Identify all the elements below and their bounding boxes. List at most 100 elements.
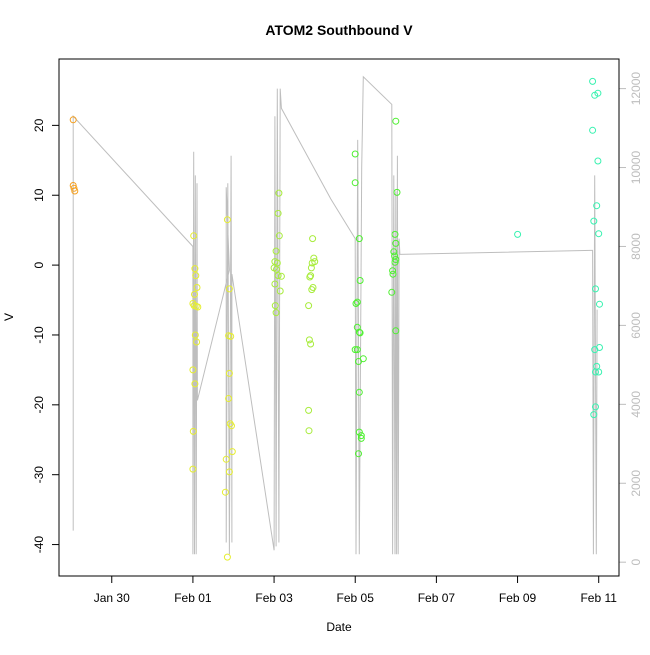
data-point <box>225 468 233 476</box>
data-point <box>307 340 315 348</box>
data-point <box>276 287 284 295</box>
data-point <box>355 450 362 458</box>
data-point <box>271 302 279 310</box>
data-point <box>193 284 201 291</box>
data-point <box>356 277 364 284</box>
data-point <box>351 150 359 158</box>
data-point <box>223 553 231 561</box>
data-point <box>191 290 198 298</box>
data-point <box>225 369 233 377</box>
data-point <box>391 258 399 266</box>
data-point <box>189 366 197 374</box>
data-point <box>392 327 400 335</box>
y2-tick-label: 8000 <box>629 233 643 260</box>
data-point <box>275 232 283 240</box>
data-point <box>271 280 279 288</box>
data-point <box>227 332 235 340</box>
data-point <box>194 303 202 311</box>
data-point <box>356 329 364 337</box>
data-point <box>593 202 601 210</box>
data-point <box>592 285 599 293</box>
data-point <box>355 428 363 436</box>
y2-tick-label: 2000 <box>629 470 643 497</box>
plot-frame <box>58 58 620 577</box>
secondary-series-line <box>72 75 598 555</box>
data-point <box>351 179 359 187</box>
data-point <box>392 256 400 263</box>
data-point <box>355 388 363 396</box>
data-point <box>191 265 199 273</box>
data-point <box>228 422 235 430</box>
data-point <box>388 288 396 296</box>
data-point <box>351 346 359 354</box>
data-point <box>357 432 365 440</box>
data-point <box>310 254 318 262</box>
data-point <box>311 258 319 266</box>
data-point <box>357 434 365 442</box>
data-point <box>223 216 231 224</box>
data-point <box>595 368 603 376</box>
y2-tick-label: 0 <box>629 559 643 566</box>
data-point <box>272 247 280 255</box>
data-point <box>275 189 283 197</box>
x-tick-label: Feb 05 <box>337 591 375 605</box>
data-point <box>277 272 285 280</box>
data-point <box>594 89 602 97</box>
y2-tick-label: 12000 <box>629 72 643 106</box>
x-tick-label: Feb 01 <box>174 591 212 605</box>
y-tick-label: 10 <box>32 188 46 202</box>
data-point <box>274 272 282 280</box>
y2-tick-label: 4000 <box>629 391 643 418</box>
data-point <box>592 368 599 376</box>
data-point <box>71 187 79 195</box>
data-point <box>596 300 603 308</box>
data-point <box>390 248 398 256</box>
data-point <box>274 209 282 217</box>
data-point <box>69 116 77 124</box>
y-tick-label: 20 <box>32 118 46 132</box>
data-point <box>305 406 313 414</box>
data-point <box>391 230 399 238</box>
data-point <box>307 264 315 272</box>
y-axis-label: V <box>2 313 16 321</box>
data-point <box>359 355 367 363</box>
data-point <box>355 328 363 336</box>
data-point <box>596 344 603 351</box>
data-point <box>389 270 397 278</box>
y-tick-label: -40 <box>32 536 46 554</box>
data-point <box>589 77 597 85</box>
data-point <box>192 272 200 280</box>
secondary-line-layer <box>72 75 598 555</box>
data-point <box>393 188 401 196</box>
data-point <box>590 411 598 419</box>
data-points-layer <box>69 77 603 561</box>
x-tick-label: Feb 09 <box>499 591 537 605</box>
axes-layer: Jan 30 Feb 01 Feb 03 Feb 05 Feb 07 Feb 09 Feb … <box>32 72 643 605</box>
data-point <box>592 403 599 411</box>
data-point <box>273 265 280 273</box>
data-point <box>228 448 236 456</box>
x-tick-label: Jan 30 <box>94 591 130 605</box>
data-point <box>190 232 198 240</box>
y-tick-label: -30 <box>32 466 46 484</box>
y-tick-label: -10 <box>32 326 46 344</box>
data-point <box>352 300 360 307</box>
data-point <box>589 126 597 134</box>
chart-title: ATOM2 Southbound V <box>265 22 413 38</box>
data-point <box>392 239 400 247</box>
data-point <box>222 455 230 463</box>
data-point <box>193 338 201 346</box>
data-point <box>309 235 317 243</box>
y2-tick-label: 10000 <box>629 150 643 184</box>
data-point <box>191 331 199 339</box>
data-point <box>355 235 363 243</box>
x-tick-label: Feb 07 <box>418 591 456 605</box>
data-point <box>392 117 400 125</box>
data-point <box>353 346 361 354</box>
data-point <box>305 302 313 310</box>
data-point <box>189 427 197 435</box>
y2-tick-label: 6000 <box>629 312 643 339</box>
